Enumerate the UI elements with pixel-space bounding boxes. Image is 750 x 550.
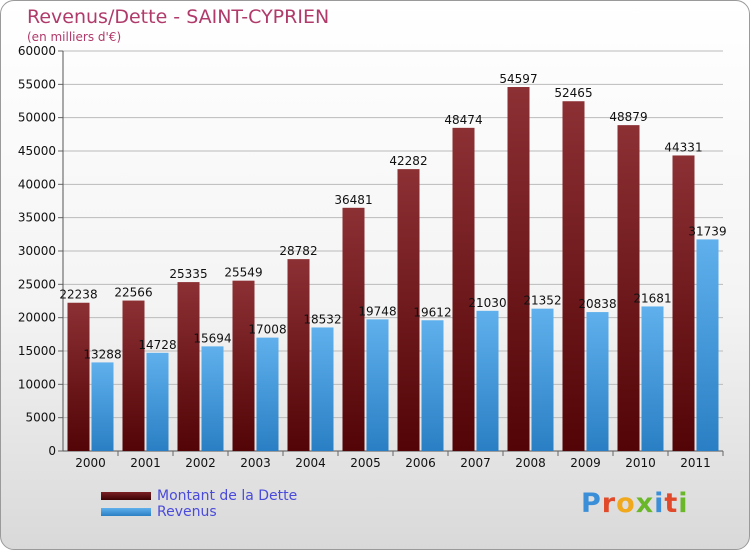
debt-data-label: 44331 [664,140,702,154]
debt-data-label: 28782 [279,244,317,258]
debt-bar [672,155,695,451]
revenue-bar [366,319,389,451]
revenue-bar [531,308,554,451]
debt-data-label: 54597 [499,72,537,86]
x-tick-label: 2007 [460,456,491,470]
x-tick-label: 2002 [185,456,216,470]
debt-data-label: 22566 [114,286,152,300]
y-tick-label: 35000 [18,211,56,225]
legend-swatch-revenue [101,508,151,516]
revenue-data-label: 21030 [468,296,506,310]
chart-title: Revenus/Dette - SAINT-CYPRIEN [27,6,330,28]
debt-bar [122,300,145,451]
y-tick-label: 30000 [18,244,56,258]
legend: Montant de la Dette Revenus [101,488,297,520]
debt-data-label: 48879 [609,110,647,124]
x-tick-label: 2004 [295,456,326,470]
debt-bar [342,207,365,451]
y-tick-label: 45000 [18,144,56,158]
debt-data-label: 25549 [224,266,262,280]
logo-letter: x [635,488,655,519]
revenue-data-label: 19612 [413,305,451,319]
legend-swatch-debt [101,492,151,500]
y-tick-label: 40000 [18,177,56,191]
y-tick-label: 25000 [18,277,56,291]
revenue-bar [256,337,279,451]
x-tick-label: 2006 [405,456,436,470]
revenue-bar [586,312,609,451]
debt-data-label: 48474 [444,113,482,127]
revenue-data-label: 21681 [633,291,671,305]
revenue-data-label: 17008 [248,323,286,337]
debt-bar [232,280,255,451]
revenue-bar [476,310,499,451]
debt-data-label: 42282 [389,154,427,168]
revenue-bar [421,320,444,451]
x-tick-label: 2008 [515,456,546,470]
debt-bar [67,302,90,451]
logo-letter: o [616,488,636,519]
revenue-bar [696,239,719,451]
y-tick-label: 20000 [18,311,56,325]
logo-letter: r [601,488,617,519]
debt-bar [617,125,640,451]
chart-subtitle: (en milliers d'€) [27,30,122,44]
debt-bar [287,259,310,451]
revenue-data-label: 18532 [303,312,341,326]
legend-label-debt: Montant de la Dette [157,488,298,504]
legend-item-debt: Montant de la Dette [101,488,297,504]
y-tick-label: 15000 [18,344,56,358]
legend-label-revenue: Revenus [157,504,217,520]
logo-letter: t [664,488,679,519]
y-tick-label: 60000 [18,44,56,58]
x-tick-label: 2009 [570,456,601,470]
revenue-data-label: 31739 [688,224,726,238]
y-tick-label: 55000 [18,77,56,91]
y-tick-label: 0 [48,444,56,458]
revenue-bar [91,362,114,451]
debt-bar [562,101,585,451]
x-tick-label: 2000 [75,456,106,470]
revenue-bar [201,346,224,451]
x-tick-label: 2005 [350,456,381,470]
revenue-bar [311,327,334,451]
y-tick-label: 10000 [18,377,56,391]
debt-data-label: 36481 [334,193,372,207]
x-tick-label: 2011 [680,456,711,470]
revenue-bar [146,352,169,451]
revenue-data-label: 13288 [83,347,121,361]
revenue-bar [641,306,664,451]
debt-bar [507,87,530,452]
logo-letter: i [678,488,689,519]
debt-bar [397,169,420,451]
x-tick-label: 2003 [240,456,271,470]
revenue-data-label: 19748 [358,304,396,318]
debt-data-label: 52465 [554,86,592,100]
y-tick-label: 5000 [25,411,56,425]
y-tick-label: 50000 [18,111,56,125]
revenue-data-label: 15694 [193,331,231,345]
debt-data-label: 25335 [169,267,207,281]
revenue-data-label: 20838 [578,297,616,311]
debt-bar [452,127,475,451]
debt-data-label: 22238 [59,288,97,302]
revenue-data-label: 21352 [523,294,561,308]
logo-letter: P [581,488,602,519]
x-tick-label: 2010 [625,456,656,470]
x-tick-label: 2001 [130,456,161,470]
revenue-data-label: 14728 [138,338,176,352]
legend-item-revenue: Revenus [101,504,297,520]
debt-bar [177,282,200,451]
proxiti-logo: Proxiti [581,488,689,519]
logo-letter: i [654,488,665,519]
